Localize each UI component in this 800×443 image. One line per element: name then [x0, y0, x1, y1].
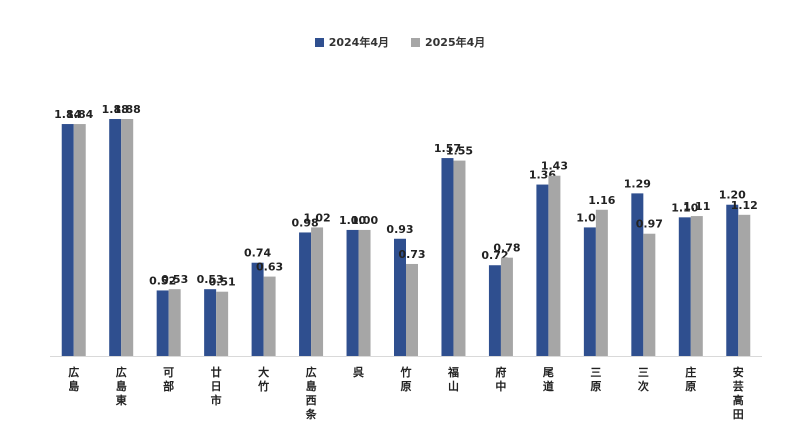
bar-2024-3: [204, 289, 217, 356]
value-label-2025-6: 1.00: [351, 214, 378, 227]
category-label-12: 三次: [638, 366, 649, 393]
bar-2025-2: [168, 289, 181, 356]
bar-2025-3: [216, 291, 229, 356]
category-label-14: 安芸高田: [733, 365, 744, 421]
category-label-11: 三原: [590, 366, 601, 393]
legend-label-2025: 2025年4月: [425, 36, 486, 49]
legend: 2024年4月 2025年4月: [0, 34, 800, 50]
bar-2025-12: [643, 233, 656, 356]
bar-2025-13: [690, 216, 703, 356]
category-label-7: 竹原: [400, 365, 412, 393]
legend-swatch-2025: [411, 37, 420, 47]
bar-2025-8: [453, 160, 466, 356]
bar-2025-5: [311, 227, 324, 356]
value-label-2024-1: 1.88: [102, 103, 129, 116]
value-label-2025-11: 1.16: [588, 194, 615, 207]
bar-2024-6: [346, 229, 359, 356]
bar-2024-11: [583, 227, 596, 356]
value-label-2025-7: 0.73: [398, 248, 425, 261]
value-label-2025-12: 0.97: [636, 218, 663, 231]
bar-2024-1: [109, 119, 122, 356]
category-label-0: 広島: [68, 365, 79, 393]
category-label-13: 庄原: [685, 365, 696, 393]
value-label-2025-14: 1.12: [731, 199, 758, 212]
bar-2024-2: [156, 290, 169, 356]
bar-2025-9: [500, 257, 513, 356]
category-label-1: 広島東: [116, 365, 128, 407]
category-label-10: 尾道: [542, 366, 554, 393]
bar-2024-13: [678, 217, 691, 356]
bar-2024-8: [441, 158, 454, 356]
bar-2024-10: [536, 184, 549, 356]
bar-2025-4: [263, 276, 276, 356]
category-label-9: 府中: [495, 365, 506, 393]
value-label-2024-3: 0.53: [197, 273, 224, 286]
value-label-2025-4: 0.63: [256, 261, 283, 274]
legend-item-2024: 2024年4月: [314, 34, 389, 50]
value-label-2025-3: 0.51: [209, 276, 236, 289]
bar-2025-6: [358, 229, 371, 356]
category-label-6: 呉: [353, 366, 364, 379]
value-label-2024-0: 1.84: [54, 108, 81, 121]
value-label-2025-13: 1.11: [683, 200, 710, 213]
value-label-2025-9: 0.78: [493, 242, 520, 255]
legend-label-2024: 2024年4月: [328, 36, 389, 49]
category-label-2: 可部: [163, 366, 174, 393]
category-label-3: 廿日市: [211, 365, 222, 407]
bar-2024-0: [61, 124, 74, 356]
legend-item-2025: 2025年4月: [411, 34, 485, 50]
bar-2025-11: [595, 209, 608, 356]
value-label-2024-6: 1.00: [339, 214, 366, 227]
value-label-2024-4: 0.74: [244, 247, 271, 260]
value-label-2024-12: 1.29: [624, 177, 651, 190]
value-label-2025-10: 1.43: [541, 160, 568, 173]
bar-2024-9: [488, 265, 501, 356]
value-label-2024-13: 1.10: [671, 201, 698, 214]
value-label-2024-5: 0.98: [291, 216, 318, 229]
value-label-2024-2: 0.52: [149, 274, 176, 287]
value-label-2025-8: 1.55: [446, 145, 473, 158]
bar-2025-10: [548, 175, 561, 356]
legend-swatch-2024: [314, 37, 324, 47]
category-label-4: 大竹: [257, 365, 269, 393]
category-label-5: 広島西条: [305, 365, 318, 421]
value-label-2024-8: 1.57: [434, 142, 461, 155]
value-label-2025-0: 1.84: [66, 108, 93, 121]
bar-2024-7: [394, 238, 406, 356]
bar-2024-12: [631, 193, 644, 356]
bar-2025-1: [121, 119, 134, 356]
category-label-8: 福山: [447, 365, 459, 393]
bar-2024-5: [299, 232, 312, 356]
value-label-2025-5: 1.02: [303, 211, 330, 224]
bar-2025-7: [406, 263, 418, 356]
value-label-2024-14: 1.20: [719, 189, 746, 202]
bar-2025-14: [738, 214, 751, 356]
value-label-2025-1: 1.88: [114, 103, 141, 116]
bar-2024-4: [251, 262, 264, 356]
value-label-2024-7: 0.93: [386, 223, 413, 236]
value-label-2025-2: 0.53: [161, 273, 188, 286]
bar-2024-14: [726, 204, 739, 356]
bar-2025-0: [73, 124, 86, 356]
